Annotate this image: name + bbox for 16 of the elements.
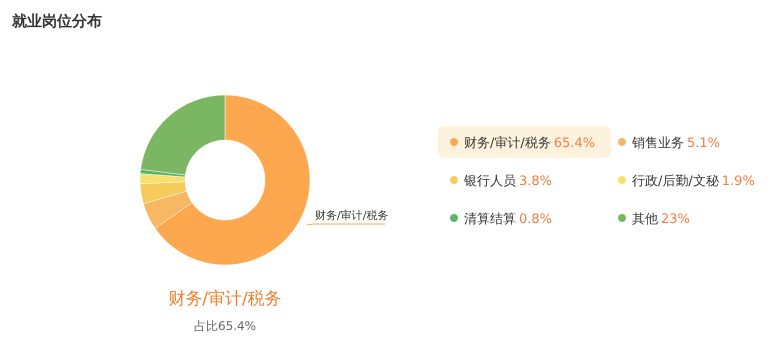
data-label: 3.8%: [519, 174, 552, 189]
slice-label: 财务/审计/税务: [315, 209, 388, 222]
legend-label: 行政/后勤/文秘: [632, 174, 719, 189]
legend-label: 银行人员: [463, 174, 516, 189]
text: 占比65.4%: [194, 319, 256, 333]
data-label: 5.1%: [687, 136, 720, 151]
data-label: 23%: [661, 212, 690, 227]
legend-label: 财务/审计/税务: [464, 135, 551, 151]
legend-label: 清算结算: [464, 212, 516, 227]
legend-label: 其他: [632, 212, 658, 227]
data-label: 65.4%: [554, 136, 596, 151]
legend-label: 销售业务: [631, 136, 684, 151]
data-label: 1.9%: [722, 174, 755, 189]
data-label: 0.8%: [519, 212, 552, 227]
chart-title: 就业岗位分布: [11, 12, 102, 30]
text: 财务/审计/税务: [168, 289, 282, 309]
